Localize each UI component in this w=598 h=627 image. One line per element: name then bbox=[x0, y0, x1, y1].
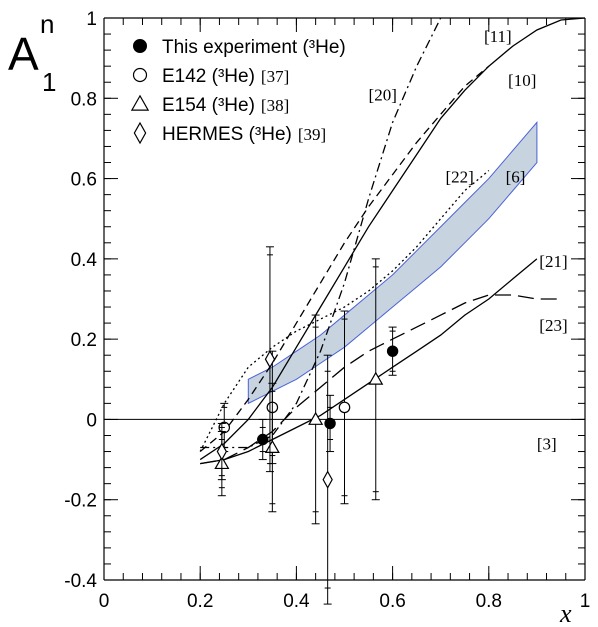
reference-label: [20] bbox=[369, 85, 397, 104]
x-tick-label: 0.8 bbox=[476, 591, 502, 612]
legend-marker-open-triangle bbox=[130, 94, 150, 111]
data-point-filled-circle bbox=[386, 345, 399, 357]
legend-marker-open-diamond bbox=[133, 121, 147, 145]
y-axis-title: A bbox=[8, 28, 39, 80]
theory-curve-ref10ref bbox=[199, 17, 586, 461]
x-tick-label: 0.2 bbox=[187, 591, 213, 612]
reference-label: [11] bbox=[484, 27, 512, 46]
reference-label: [3] bbox=[537, 435, 557, 454]
theory-curve-ref11ref bbox=[199, 65, 490, 453]
y-tick-label: 0.4 bbox=[71, 250, 98, 271]
y-axis-title-superscript: n bbox=[40, 9, 54, 39]
data-point-open-triangle bbox=[308, 411, 324, 425]
y-tick-label: 0 bbox=[86, 410, 97, 431]
y-tick-label: -0.2 bbox=[64, 491, 97, 512]
legend-marker-open-circle bbox=[132, 67, 148, 83]
theory-curve-ref20ref bbox=[200, 17, 442, 449]
reference-label: [22] bbox=[446, 168, 474, 187]
x-tick-label: 0 bbox=[99, 591, 110, 612]
y-tick-label: 1 bbox=[86, 9, 97, 30]
y-tick-label: 0.8 bbox=[71, 89, 97, 110]
legend-label: E142 (³He) bbox=[162, 66, 255, 87]
legend-reference: [38] bbox=[261, 96, 289, 115]
legend-label: HERMES (³He) bbox=[162, 124, 292, 145]
data-point-open-diamond bbox=[216, 442, 228, 461]
x-axis-title: x bbox=[559, 599, 572, 627]
y-axis-title-subscript: 1 bbox=[42, 67, 56, 97]
x-tick-label: 1 bbox=[580, 591, 591, 612]
reference-label: [21] bbox=[539, 252, 567, 271]
axis-titles-group: An 1 x bbox=[8, 9, 572, 627]
theory-curve-ref21ref bbox=[200, 258, 538, 465]
reference-labels-group: [11] [10] [20] [22] [6] [21] [23] [3] bbox=[369, 27, 568, 453]
reference-label: [10] bbox=[508, 71, 536, 90]
theory-curves-group bbox=[199, 17, 586, 465]
data-point-open-circle bbox=[338, 401, 351, 414]
legend-label: E154 (³He) bbox=[162, 95, 255, 116]
legend: This experiment (³He) E142 (³He) [37] E154 … bbox=[130, 37, 346, 145]
legend-reference: [39] bbox=[298, 125, 326, 144]
reference-label: [6] bbox=[506, 168, 526, 187]
data-point-open-triangle bbox=[368, 371, 384, 385]
reference-label: [23] bbox=[539, 316, 567, 335]
data-points-group bbox=[214, 246, 399, 605]
x-tick-label: 0.6 bbox=[379, 591, 405, 612]
x-tick-label: 0.4 bbox=[283, 591, 310, 612]
theory-curve-ref23ref bbox=[200, 294, 561, 465]
data-point-open-triangle bbox=[264, 439, 280, 454]
data-point-filled-circle bbox=[257, 433, 269, 446]
data-point-open-diamond bbox=[264, 349, 276, 369]
data-point-open-diamond bbox=[322, 470, 333, 489]
legend-reference: [37] bbox=[261, 67, 289, 86]
data-point-filled-circle bbox=[324, 417, 336, 430]
legend-label: This experiment (³He) bbox=[162, 37, 346, 58]
y-tick-label: 0.2 bbox=[71, 330, 97, 351]
legend-marker-filled-circle bbox=[133, 39, 147, 53]
y-tick-label: -0.4 bbox=[64, 571, 97, 592]
theory-curve-ref22ref bbox=[199, 170, 490, 452]
axes-group: 0 0.2 0.4 0.6 0.8 1 -0.4 -0.2 0 0.2 0.4 0.6 0.8 1 bbox=[64, 9, 590, 612]
y-tick-label: 0.6 bbox=[71, 170, 97, 191]
